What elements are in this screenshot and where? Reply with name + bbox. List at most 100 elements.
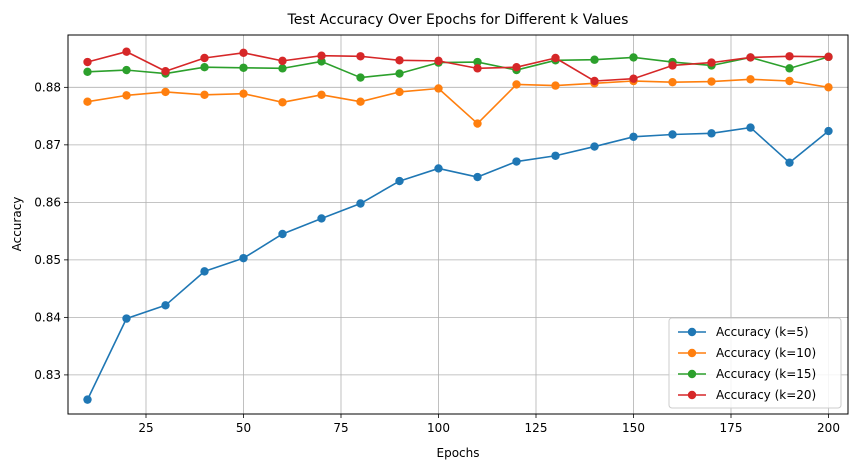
legend-label: Accuracy (k=15) <box>716 367 816 381</box>
data-point <box>473 64 482 73</box>
data-point <box>356 52 365 61</box>
data-point <box>239 63 248 72</box>
data-point <box>317 51 326 60</box>
data-point <box>551 81 560 90</box>
data-point <box>629 53 638 62</box>
data-point <box>473 57 482 67</box>
data-point <box>824 52 833 62</box>
x-tick-label: 50 <box>236 421 251 435</box>
series-line <box>87 56 829 79</box>
data-point <box>512 63 521 72</box>
legend-label: Accuracy (k=10) <box>716 346 816 360</box>
series-1 <box>83 123 833 404</box>
chart-title: Test Accuracy Over Epochs for Different … <box>287 12 629 28</box>
legend-marker <box>687 327 697 337</box>
data-point <box>746 75 755 84</box>
legend-item: Accuracy (k=20) <box>678 388 816 402</box>
data-point <box>785 158 794 167</box>
data-point <box>239 253 248 263</box>
legend-marker <box>687 348 697 358</box>
data-point <box>161 67 170 76</box>
data-point <box>317 90 326 100</box>
x-tick-label: 75 <box>333 421 348 435</box>
legend-label: Accuracy (k=20) <box>716 388 816 402</box>
data-point <box>551 151 560 160</box>
y-axis-title: Accuracy <box>10 197 24 252</box>
data-point <box>83 67 92 77</box>
y-tick-label: 0.86 <box>34 195 61 209</box>
data-point <box>746 123 755 132</box>
data-point <box>707 129 716 138</box>
data-point <box>278 98 287 107</box>
data-point <box>629 74 638 83</box>
data-point <box>590 55 599 64</box>
data-point <box>434 84 443 93</box>
data-point <box>278 56 287 66</box>
data-point <box>668 61 677 70</box>
data-point <box>200 63 209 72</box>
data-point <box>512 157 521 166</box>
data-point <box>200 53 209 63</box>
series-line <box>87 50 829 82</box>
x-tick-label: 100 <box>427 421 450 435</box>
data-point <box>512 80 521 89</box>
y-tick-label: 0.85 <box>34 253 61 267</box>
data-point <box>161 87 170 97</box>
data-point <box>278 64 287 73</box>
x-axis-title: Epochs <box>437 446 480 460</box>
y-tick-label: 0.83 <box>34 368 61 382</box>
data-point <box>707 77 716 86</box>
data-point <box>707 58 716 67</box>
x-tick-label: 125 <box>525 421 548 435</box>
data-point <box>785 52 794 61</box>
data-point <box>395 176 404 186</box>
legend-item: Accuracy (k=15) <box>678 367 816 381</box>
data-point <box>83 57 92 67</box>
data-point <box>83 97 92 106</box>
series-4 <box>83 47 833 86</box>
data-point <box>434 56 443 66</box>
data-point <box>356 73 365 82</box>
data-point <box>122 314 131 323</box>
series-line <box>87 78 829 125</box>
data-point <box>824 126 833 136</box>
legend-marker <box>687 369 697 379</box>
data-point <box>278 229 287 239</box>
x-tick-label: 25 <box>138 421 153 435</box>
data-point <box>473 119 482 128</box>
legend-label: Accuracy (k=5) <box>716 325 809 339</box>
data-point <box>746 53 755 62</box>
x-tick-label: 175 <box>720 421 743 435</box>
data-point <box>122 65 131 75</box>
data-point <box>551 53 560 63</box>
data-point <box>83 395 92 404</box>
legend-marker <box>687 390 697 400</box>
data-point <box>395 87 404 97</box>
data-point <box>668 77 677 87</box>
data-point <box>785 76 794 86</box>
y-tick-label: 0.84 <box>34 310 61 324</box>
legend-item: Accuracy (k=10) <box>678 346 816 360</box>
data-point <box>434 164 443 173</box>
data-point <box>395 69 404 78</box>
data-point <box>668 130 677 139</box>
data-point <box>200 267 209 276</box>
legend-item: Accuracy (k=5) <box>678 325 809 339</box>
legend: Accuracy (k=5) Accuracy (k=10) Accuracy (k… <box>668 317 842 409</box>
series-line <box>86 126 830 400</box>
data-point <box>395 56 404 65</box>
data-point <box>629 132 638 141</box>
plot-frame <box>67 34 849 415</box>
data-point <box>317 214 326 223</box>
x-tick-label: 200 <box>817 421 840 435</box>
data-point <box>473 172 482 182</box>
x-tick-label: 150 <box>622 421 645 435</box>
data-point <box>590 142 599 151</box>
data-point <box>590 76 599 86</box>
data-point <box>122 91 131 100</box>
legend-box <box>668 317 842 409</box>
y-tick-label: 0.88 <box>34 80 61 94</box>
data-point <box>824 83 833 92</box>
y-tick-label: 0.87 <box>34 138 61 152</box>
